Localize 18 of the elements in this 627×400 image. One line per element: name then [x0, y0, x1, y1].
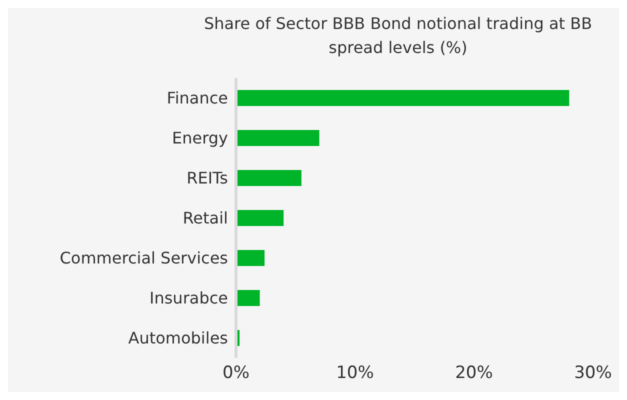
x-tick-label: 0% — [222, 363, 250, 384]
bar — [236, 130, 320, 146]
x-tick-label: 20% — [455, 363, 493, 384]
bar — [236, 90, 570, 106]
bar — [236, 290, 260, 306]
y-tick-label: Finance — [166, 88, 228, 108]
y-tick-label: Commercial Services — [60, 248, 228, 268]
bar — [236, 170, 302, 186]
y-tick-label: REITs — [186, 168, 228, 188]
y-tick-label: Automobiles — [128, 328, 228, 348]
chart-title: Share of Sector BBB Bond notional trading at BB spread levels (%) — [202, 13, 594, 59]
bar — [236, 250, 265, 266]
x-tick-label: 30% — [574, 363, 612, 384]
y-tick-label: Insurabce — [149, 288, 228, 308]
y-tick-label: Energy — [172, 128, 228, 148]
x-tick-label: 10% — [336, 363, 374, 384]
y-tick-label: Retail — [182, 208, 228, 228]
bar — [236, 210, 284, 226]
